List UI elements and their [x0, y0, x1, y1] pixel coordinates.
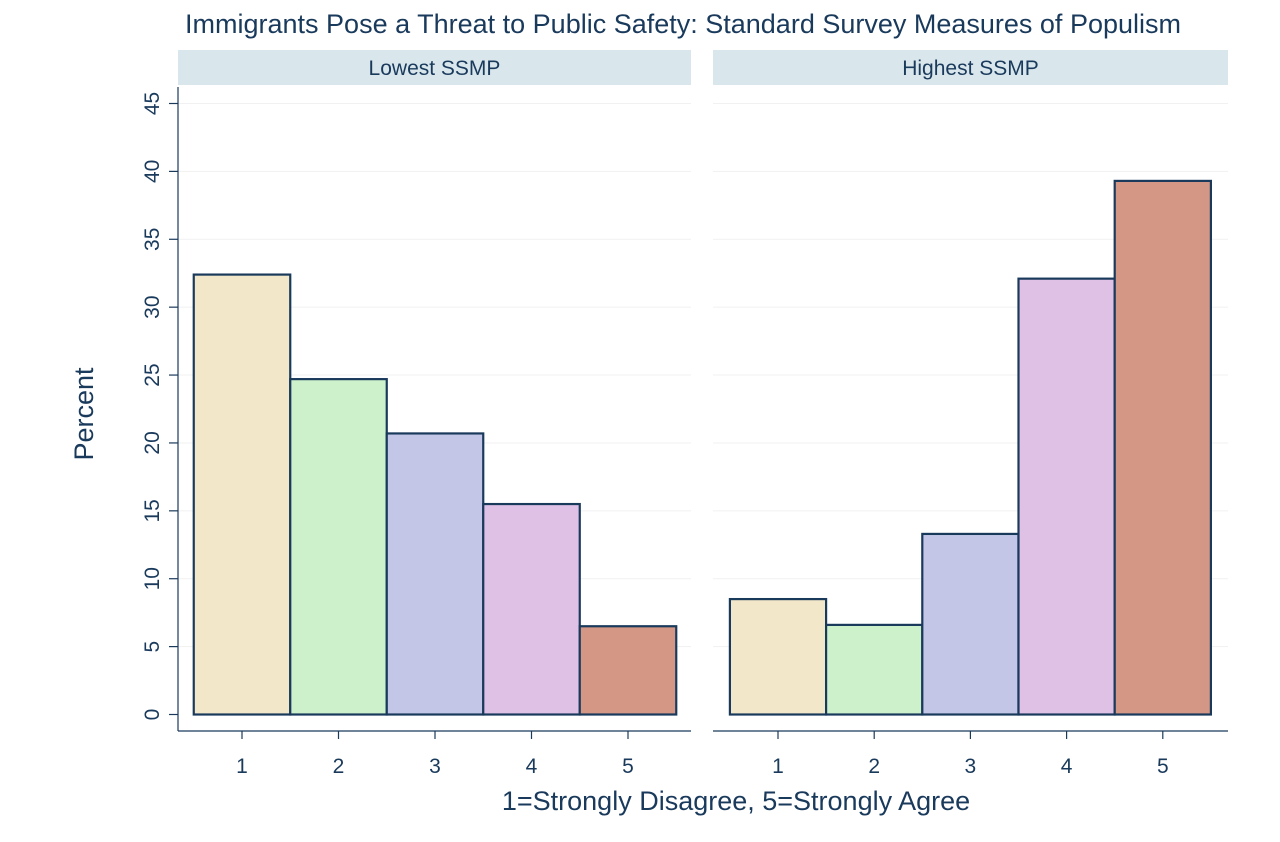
y-tick-label: 20	[141, 431, 164, 454]
x-tick-label: 3	[429, 755, 441, 778]
panel-label: Lowest SSMP	[369, 57, 501, 80]
y-tick-label: 15	[141, 499, 164, 522]
bar	[1113, 179, 1212, 716]
x-tick-label: 1	[236, 755, 248, 778]
y-tick-label: 25	[141, 363, 164, 386]
bar	[289, 378, 388, 716]
bar	[482, 502, 581, 716]
panel-header	[713, 50, 1228, 85]
y-tick-label: 35	[141, 228, 164, 251]
bar	[1017, 277, 1116, 716]
y-tick-label: 45	[141, 92, 164, 115]
bar	[824, 623, 924, 716]
y-tick-label: 40	[141, 160, 164, 183]
y-tick-label: 10	[141, 567, 164, 590]
bar	[921, 532, 1020, 716]
y-tick-label: 5	[141, 641, 164, 653]
panel-header	[178, 50, 691, 85]
x-axis-title: 1=Strongly Disagree, 5=Strongly Agree	[502, 786, 970, 816]
x-tick-label: 5	[1157, 755, 1169, 778]
panel-1: Lowest SSMP 1 2 3 4 5	[178, 50, 691, 778]
y-tick-label: 0	[141, 709, 164, 721]
x-tick-label: 4	[526, 755, 538, 778]
x-tick-label: 4	[1061, 755, 1073, 778]
x-tick-label: 3	[965, 755, 977, 778]
bar	[192, 273, 292, 716]
y-axis-title: Percent	[69, 367, 99, 461]
y-tick-label: 30	[141, 295, 164, 318]
bar	[385, 432, 485, 716]
x-tick-label: 2	[333, 755, 345, 778]
x-tick-label: 2	[868, 755, 880, 778]
x-tick-label: 1	[772, 755, 784, 778]
chart-title: Immigrants Pose a Threat to Public Safet…	[185, 9, 1181, 39]
panel-2: Highest SSMP 1 2 3 4 5	[713, 50, 1228, 778]
y-axis: 0 5 10 15 20 25 30 35 40 45	[141, 87, 179, 731]
panel-label: Highest SSMP	[902, 57, 1039, 80]
bar	[728, 597, 828, 716]
bar	[578, 625, 678, 716]
x-tick-label: 5	[622, 755, 634, 778]
